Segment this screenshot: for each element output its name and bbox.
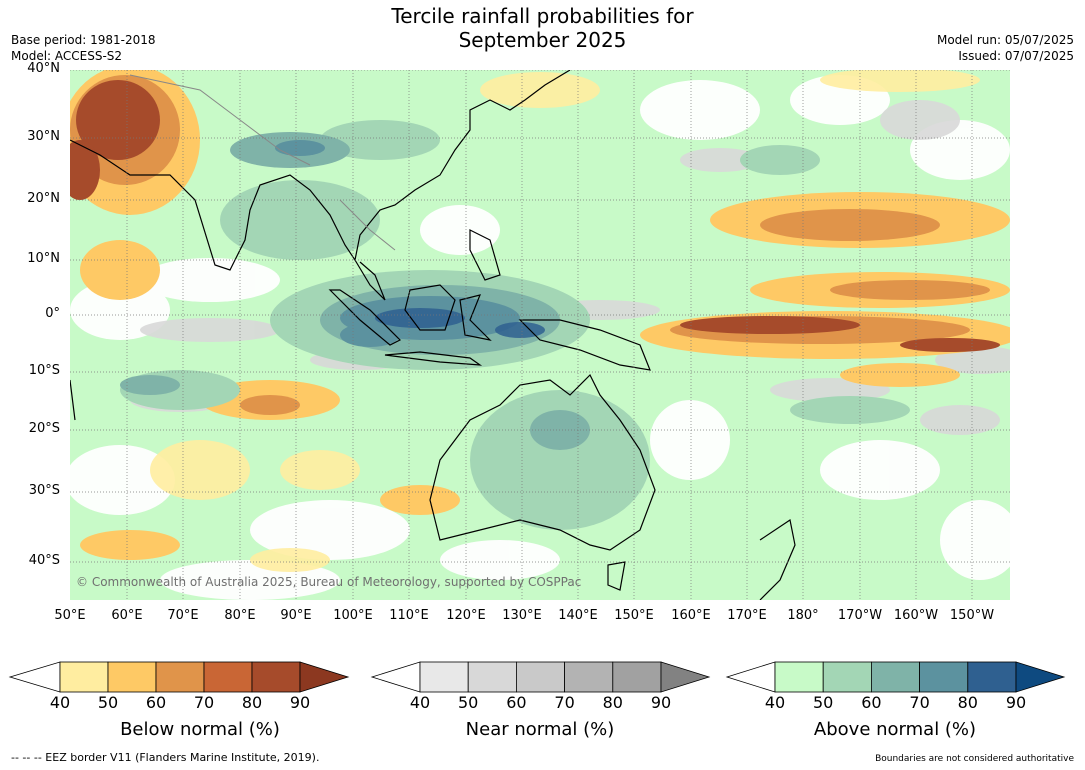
lon-label: 180° bbox=[787, 608, 819, 623]
lon-label: 170°W bbox=[837, 608, 883, 623]
colorbar-tick-label: 70 bbox=[554, 693, 575, 712]
colorbar-segment bbox=[155, 661, 205, 693]
colorbar-tick-label: 80 bbox=[241, 693, 263, 712]
map-title: Tercile rainfall probabilities for Septe… bbox=[0, 4, 1085, 52]
colorbar-tick-label: 60 bbox=[861, 693, 882, 712]
colorbar-segment bbox=[467, 661, 517, 693]
colorbar-segment bbox=[516, 661, 566, 693]
base-period: Base period: 1981-2018 bbox=[11, 33, 156, 47]
colorbar-segment bbox=[107, 661, 157, 693]
issued-date: Issued: 07/07/2025 bbox=[958, 49, 1074, 63]
colorbar-tick-label: 40 bbox=[409, 693, 431, 712]
colorbar-segment bbox=[419, 661, 469, 693]
run-info: Model run: 05/07/2025 Issued: 07/07/2025 bbox=[937, 32, 1074, 64]
colorbar-tick-label: 40 bbox=[764, 693, 786, 712]
lon-label: 50°E bbox=[54, 608, 86, 623]
colorbar-segment bbox=[871, 661, 921, 693]
title-line-2: September 2025 bbox=[458, 28, 627, 52]
colorbar-tick-label: 70 bbox=[193, 693, 215, 712]
lat-label: 10°S bbox=[28, 363, 60, 378]
colorbar-below-title: Below normal (%) bbox=[120, 719, 280, 740]
lon-label: 80°E bbox=[224, 608, 256, 623]
colorbar-tick-label: 80 bbox=[957, 693, 978, 712]
lon-label: 160°W bbox=[893, 608, 939, 623]
title-line-1: Tercile rainfall probabilities for bbox=[391, 4, 694, 28]
model-info: Base period: 1981-2018 Model: ACCESS-S2 bbox=[11, 32, 156, 64]
boundaries-disclaimer: Boundaries are not considered authoritat… bbox=[875, 754, 1074, 764]
lon-label: 60°E bbox=[111, 608, 143, 623]
colorbar-near-title: Near normal (%) bbox=[465, 719, 615, 740]
lat-label: 0° bbox=[45, 306, 60, 321]
lon-label: 90°E bbox=[280, 608, 312, 623]
colorbar-tick-label: 80 bbox=[602, 693, 623, 712]
colorbar-tick-label: 50 bbox=[97, 693, 119, 712]
colorbar-extend-low bbox=[8, 661, 61, 693]
colorbar-tick-label: 50 bbox=[458, 693, 479, 712]
copyright-notice: © Commonwealth of Australia 2025, Bureau… bbox=[76, 575, 582, 589]
colorbar-tick-label: 90 bbox=[1005, 693, 1027, 712]
colorbar-above-normal bbox=[725, 661, 1066, 693]
lat-label: 30°N bbox=[27, 129, 60, 144]
graticule bbox=[70, 70, 1010, 600]
colorbar-segment bbox=[564, 661, 614, 693]
colorbar-tick-label: 50 bbox=[813, 693, 834, 712]
colorbars bbox=[8, 661, 1066, 693]
lon-label: 150°E bbox=[614, 608, 654, 623]
colorbar-tick-label: 90 bbox=[650, 693, 672, 712]
colorbar-extend-high bbox=[299, 661, 350, 693]
lon-label: 140°E bbox=[558, 608, 598, 623]
lat-label: 40°N bbox=[27, 61, 60, 76]
lon-label: 150°W bbox=[949, 608, 995, 623]
colorbar-extend-high bbox=[660, 661, 711, 693]
colorbar-tick-label: 70 bbox=[909, 693, 930, 712]
lon-label: 70°E bbox=[167, 608, 199, 623]
colorbar-tick-label: 90 bbox=[289, 693, 311, 712]
colorbar-segment bbox=[59, 661, 109, 693]
colorbar-segment bbox=[967, 661, 1017, 693]
colorbar-segment bbox=[919, 661, 969, 693]
colorbar-segment bbox=[774, 661, 824, 693]
colorbar-extend-high bbox=[1015, 661, 1066, 693]
model-run-date: Model run: 05/07/2025 bbox=[936, 33, 1074, 47]
lat-label: 30°S bbox=[28, 483, 60, 498]
colorbar-segment bbox=[203, 661, 253, 693]
coastlines bbox=[70, 70, 796, 600]
model-name: Model: ACCESS-S2 bbox=[11, 49, 123, 63]
colorbar-above-title: Above normal (%) bbox=[813, 719, 977, 740]
lon-label: 160°E bbox=[671, 608, 711, 623]
lon-label: 120°E bbox=[446, 608, 486, 623]
lat-label: 20°S bbox=[28, 421, 60, 436]
colorbar-extend-low bbox=[725, 661, 776, 693]
colorbar-tick-label: 60 bbox=[506, 693, 527, 712]
colorbar-segment bbox=[612, 661, 662, 693]
lon-label: 130°E bbox=[502, 608, 542, 623]
lat-label: 10°N bbox=[27, 251, 60, 266]
lat-label: 20°N bbox=[27, 191, 60, 206]
lon-label: 100°E bbox=[333, 608, 373, 623]
colorbar-below-normal bbox=[8, 661, 350, 693]
colorbar-tick-label: 40 bbox=[49, 693, 71, 712]
colorbar-segment bbox=[251, 661, 301, 693]
colorbar-segment bbox=[822, 661, 872, 693]
eez-border-note: -- -- -- EEZ border V11 (Flanders Marine… bbox=[11, 751, 320, 764]
country-borders bbox=[129, 74, 396, 251]
rainfall-probability-field bbox=[70, 70, 1010, 600]
colorbar-near-normal bbox=[370, 661, 711, 693]
colorbar-extend-low bbox=[370, 661, 421, 693]
lat-label: 40°S bbox=[28, 553, 60, 568]
colorbar-tick-label: 60 bbox=[145, 693, 167, 712]
lon-label: 110°E bbox=[389, 608, 429, 623]
lon-label: 170°E bbox=[727, 608, 767, 623]
